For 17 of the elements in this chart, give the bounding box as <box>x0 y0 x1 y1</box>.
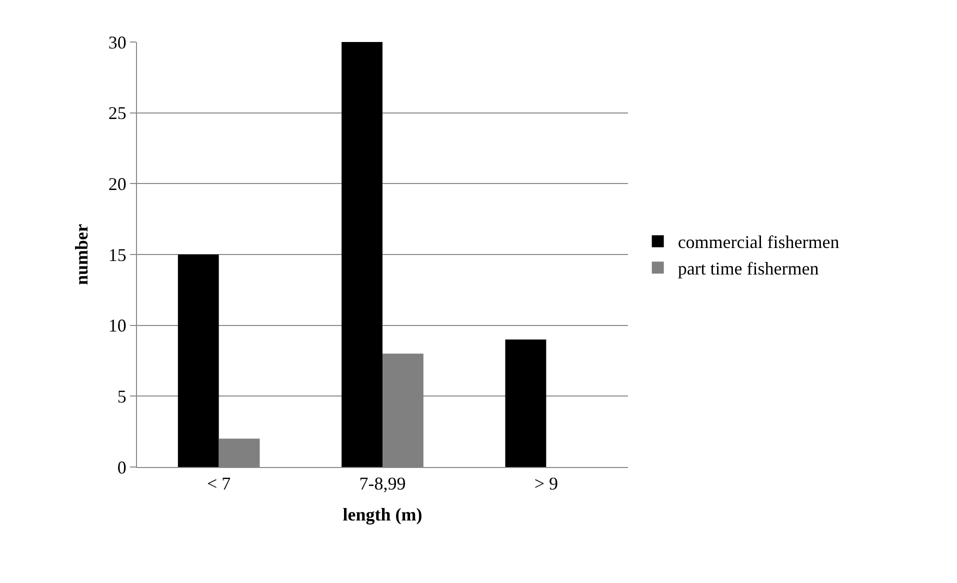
y-tick-label: 20 <box>108 174 126 194</box>
y-tick-label: 15 <box>108 244 126 265</box>
y-tick-label: 30 <box>108 32 126 52</box>
bar <box>342 42 382 467</box>
bar <box>178 254 219 467</box>
x-tick-label: < 7 <box>207 474 231 494</box>
y-tick-label: 5 <box>117 386 126 406</box>
y-tick-label: 0 <box>117 457 126 478</box>
x-tick-label: 7-8,99 <box>359 474 406 494</box>
x-axis-title: length (m) <box>342 504 422 525</box>
y-tick-label: 25 <box>108 103 126 124</box>
legend-label: part time fishermen <box>678 258 819 279</box>
x-tick-label: > 9 <box>534 474 558 494</box>
bar <box>505 340 546 467</box>
y-axis-title: number <box>72 224 92 286</box>
y-tick-label: 10 <box>108 316 126 336</box>
legend-label: commercial fishermen <box>678 232 840 252</box>
